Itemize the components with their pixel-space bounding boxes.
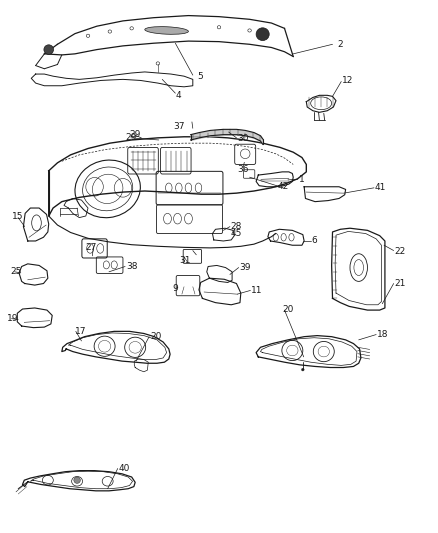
Text: 29: 29	[125, 133, 137, 142]
Text: 31: 31	[179, 256, 191, 264]
Ellipse shape	[145, 27, 188, 34]
Text: 29: 29	[130, 130, 141, 139]
Text: 38: 38	[126, 262, 138, 271]
Text: 2: 2	[337, 40, 343, 49]
Text: 39: 39	[240, 263, 251, 272]
Text: 45: 45	[231, 229, 242, 238]
Ellipse shape	[74, 477, 81, 483]
Text: 30: 30	[237, 134, 249, 143]
Ellipse shape	[256, 28, 269, 41]
Text: 25: 25	[11, 268, 21, 276]
Text: 4: 4	[175, 91, 181, 100]
Text: 41: 41	[375, 183, 386, 192]
Ellipse shape	[44, 45, 53, 54]
Text: 6: 6	[311, 237, 317, 246]
Text: 22: 22	[395, 247, 406, 256]
Text: 1: 1	[298, 175, 304, 184]
Text: 20: 20	[283, 304, 294, 313]
Text: 20: 20	[150, 332, 161, 341]
Text: 21: 21	[395, 279, 406, 288]
Text: 9: 9	[172, 284, 178, 293]
Text: 28: 28	[231, 222, 242, 231]
Text: 18: 18	[377, 330, 389, 339]
Text: 27: 27	[86, 244, 97, 253]
Text: 17: 17	[75, 327, 86, 336]
Text: 40: 40	[119, 464, 130, 473]
Text: 11: 11	[251, 286, 263, 295]
Text: 42: 42	[278, 182, 289, 191]
Text: 12: 12	[342, 76, 353, 85]
Text: 37: 37	[173, 122, 185, 131]
Text: 15: 15	[12, 212, 23, 221]
Ellipse shape	[301, 368, 304, 371]
Text: 5: 5	[197, 71, 203, 80]
Text: 36: 36	[237, 165, 249, 174]
Text: 19: 19	[7, 314, 18, 323]
